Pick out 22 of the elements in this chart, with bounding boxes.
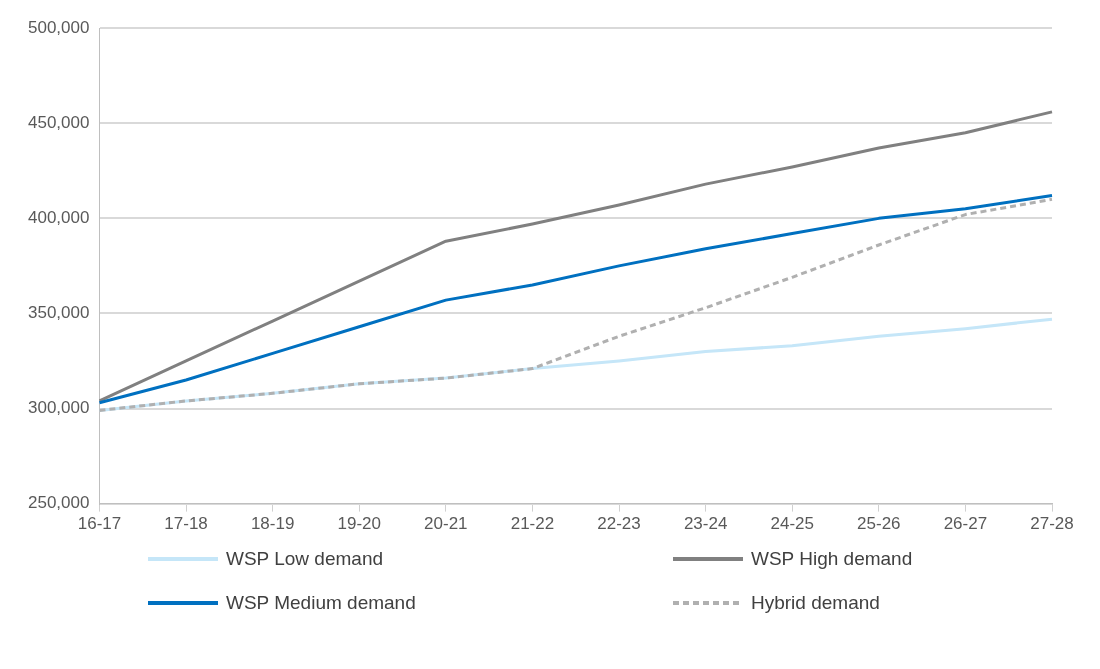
y-tick-label: 350,000 xyxy=(28,303,90,323)
legend-label: WSP Low demand xyxy=(226,548,384,570)
x-tick-label: 23-24 xyxy=(683,514,728,534)
x-tick-label: 18-19 xyxy=(250,514,295,534)
x-tick-label: 26-27 xyxy=(943,514,988,534)
y-tick-label: 500,000 xyxy=(28,17,90,37)
y-tick-label: 400,000 xyxy=(28,208,90,228)
x-tick-label: 19-20 xyxy=(337,514,381,534)
x-tick-label: 16-17 xyxy=(77,514,122,534)
x-tick-label: 27-28 xyxy=(1030,514,1074,534)
x-tick-label: 24-25 xyxy=(770,514,814,534)
legend-label: Hybrid demand xyxy=(751,592,880,614)
x-tick-label: 17-18 xyxy=(164,514,208,534)
legend-label: WSP High demand xyxy=(751,548,913,570)
x-tick-label: 20-21 xyxy=(424,514,468,534)
x-tick-label: 22-23 xyxy=(597,514,641,534)
legend-label: WSP Medium demand xyxy=(226,592,416,614)
x-tick-label: 25-26 xyxy=(857,514,901,534)
y-tick-label: 450,000 xyxy=(28,112,90,132)
y-tick-label: 300,000 xyxy=(28,398,90,418)
x-tick-label: 21-22 xyxy=(510,514,555,534)
y-tick-label: 250,000 xyxy=(28,493,90,513)
